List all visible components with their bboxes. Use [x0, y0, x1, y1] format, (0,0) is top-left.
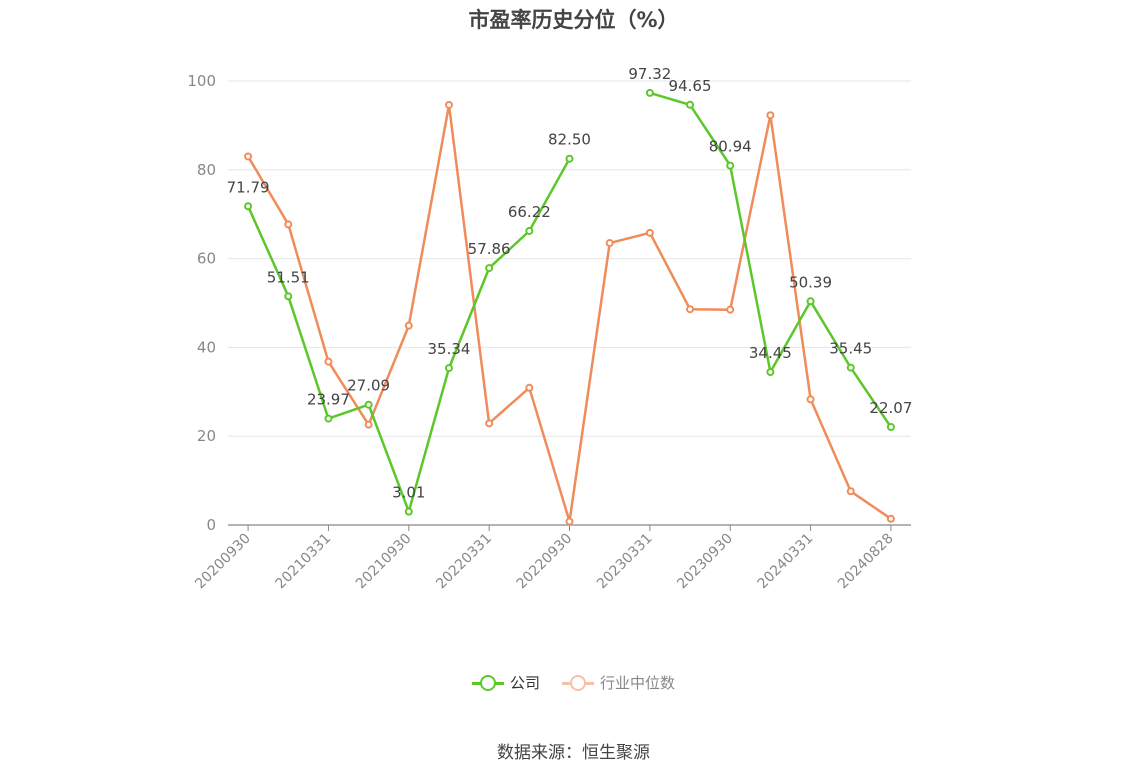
data-label: 35.45: [829, 340, 872, 358]
data-label: 50.39: [789, 273, 832, 291]
data-label: 23.97: [307, 391, 350, 409]
series-layer: [244, 88, 895, 526]
data-label: 80.94: [709, 138, 752, 156]
x-tick-label: 20220331: [433, 531, 495, 593]
data-point: [886, 423, 895, 432]
data-point: [244, 202, 253, 211]
legend-label-industry-median: 行业中位数: [600, 674, 676, 692]
data-point: [284, 292, 293, 301]
data-point: [364, 420, 373, 429]
data-point: [525, 383, 534, 392]
data-label: 35.34: [427, 340, 470, 358]
data-point: [324, 414, 333, 423]
data-label: 27.09: [347, 377, 390, 395]
data-point: [444, 364, 453, 373]
y-tick-label: 0: [206, 516, 216, 534]
data-label: 3.01: [392, 484, 425, 502]
legend-item-company[interactable]: 公司: [471, 672, 540, 693]
data-point: [485, 419, 494, 428]
data-point: [565, 517, 574, 526]
y-tick-label: 100: [187, 72, 216, 90]
data-point: [565, 154, 574, 163]
data-point: [645, 228, 654, 237]
data-point: [766, 111, 775, 120]
x-tick-label: 20240331: [755, 531, 817, 593]
axis-layer: 0 20 40 60 80 100 20200930 20210331 20210930 2022…: [187, 72, 911, 592]
data-source-note: 数据来源：恒生聚源: [497, 743, 650, 763]
data-point: [284, 220, 293, 229]
y-tick-label: 80: [197, 161, 216, 179]
data-label: 66.22: [508, 203, 551, 221]
y-tick-label: 40: [197, 338, 216, 356]
data-point: [525, 226, 534, 235]
data-point: [686, 100, 695, 109]
y-tick-label: 60: [197, 250, 216, 268]
x-tick-label: 20200930: [192, 531, 254, 593]
grid-layer: [228, 80, 911, 437]
data-point: [846, 487, 855, 496]
data-point: [886, 514, 895, 523]
x-tick-label: 20210331: [273, 531, 335, 593]
data-label: 94.65: [669, 77, 712, 95]
series-company: [244, 88, 895, 516]
data-point: [766, 368, 775, 377]
legend-item-industry-median[interactable]: 行业中位数: [562, 672, 675, 693]
data-point: [726, 305, 735, 314]
data-label: 97.32: [628, 65, 671, 83]
data-label: 34.45: [749, 344, 792, 362]
data-point: [244, 152, 253, 161]
data-point: [485, 264, 494, 273]
x-tick-label: 20220930: [514, 531, 576, 593]
y-tick-label: 20: [197, 427, 216, 445]
data-label: 82.50: [548, 131, 591, 149]
data-point: [404, 507, 413, 516]
legend-label-company: 公司: [509, 674, 540, 692]
data-label: 51.51: [267, 268, 310, 286]
x-tick-label: 20230331: [594, 531, 656, 593]
data-label: 57.86: [468, 240, 511, 258]
data-point: [444, 100, 453, 109]
legend: 公司 行业中位数: [0, 672, 1147, 693]
x-tick-label: 20230930: [674, 531, 736, 593]
data-point: [726, 161, 735, 170]
data-point: [645, 88, 654, 97]
data-point: [806, 395, 815, 404]
data-point: [605, 239, 614, 248]
chart-title: 市盈率历史分位（%）: [468, 8, 679, 32]
data-point: [364, 400, 373, 409]
legend-industry-marker-icon: [562, 674, 594, 692]
data-label: 71.79: [227, 178, 270, 196]
series-industry-median: [244, 100, 895, 526]
data-point: [324, 357, 333, 366]
x-tick-label: 20210930: [353, 531, 415, 593]
data-label: 22.07: [869, 399, 912, 417]
data-point: [846, 363, 855, 372]
series-line: [247, 103, 892, 523]
x-tick-label: 20240828: [835, 531, 897, 593]
data-point: [806, 297, 815, 306]
series-line: [649, 91, 892, 428]
data-point: [686, 305, 695, 314]
data-point: [404, 321, 413, 330]
legend-company-marker-icon: [471, 674, 504, 692]
